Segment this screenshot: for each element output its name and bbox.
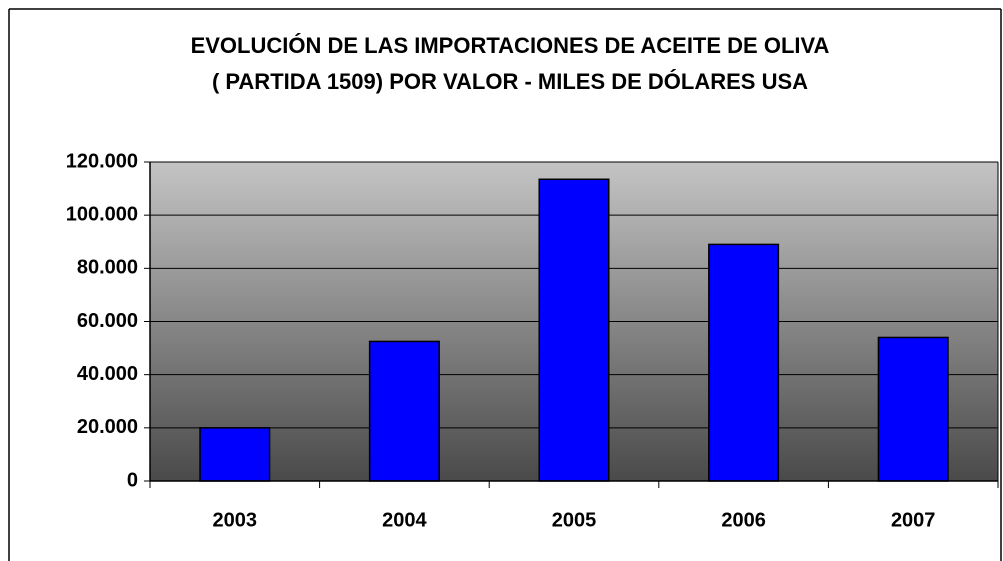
y-tick-label: 40.000 — [77, 363, 138, 385]
x-tick-label: 2007 — [891, 509, 936, 531]
y-tick-label: 120.000 — [66, 150, 138, 172]
y-tick-label: 100.000 — [66, 203, 138, 225]
x-tick-label: 2004 — [382, 509, 427, 531]
x-tick-label: 2005 — [552, 509, 597, 531]
bar — [708, 243, 780, 482]
chart-title: ( PARTIDA 1509) POR VALOR - MILES DE DÓL… — [212, 69, 808, 94]
y-tick-label: 0 — [127, 469, 138, 491]
bar — [877, 336, 949, 482]
x-tick-label: 2003 — [213, 509, 258, 531]
y-tick-label: 20.000 — [77, 416, 138, 438]
bar — [368, 340, 440, 482]
bar — [199, 427, 271, 482]
chart-title: EVOLUCIÓN DE LAS IMPORTACIONES DE ACEITE… — [191, 33, 830, 58]
bar — [538, 178, 610, 482]
y-tick-label: 80.000 — [77, 257, 138, 279]
y-tick-label: 60.000 — [77, 310, 138, 332]
x-tick-label: 2006 — [721, 509, 766, 531]
